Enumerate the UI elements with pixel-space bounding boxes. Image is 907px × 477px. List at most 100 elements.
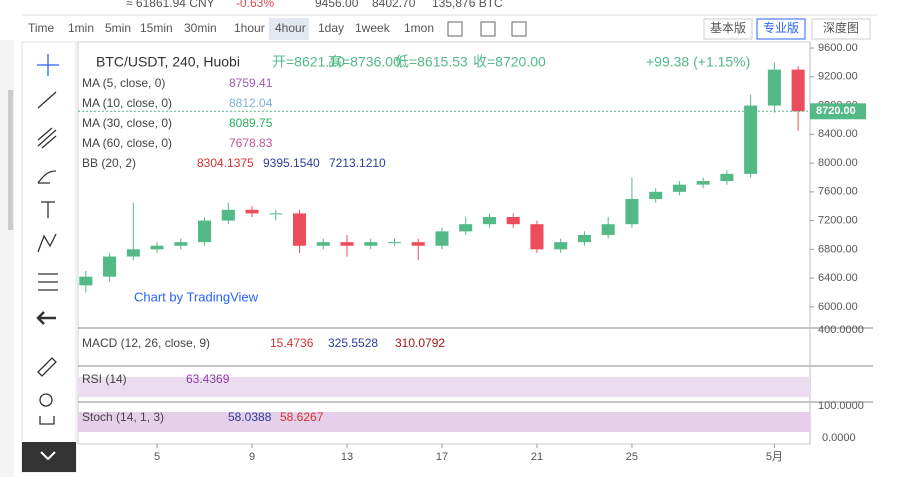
candle-body xyxy=(269,213,283,215)
y-tick-label: 8000.00 xyxy=(818,157,858,169)
indicator-value: 8089.75 xyxy=(229,116,273,130)
indicator-value: 7213.1210 xyxy=(329,156,386,170)
panel-axis-label: 100.0000 xyxy=(818,400,864,412)
candle-body xyxy=(720,173,734,182)
candle-body xyxy=(411,242,425,246)
ohlc-value: 开=8621.10 xyxy=(272,54,345,70)
version-button[interactable] xyxy=(811,18,871,40)
scrollbar[interactable] xyxy=(8,90,13,230)
candle-body xyxy=(696,181,710,185)
y-tick-label: 8400.00 xyxy=(818,128,858,140)
toolbar-icon[interactable] xyxy=(447,21,463,37)
interval[interactable]: 1week xyxy=(355,21,391,35)
interval[interactable]: 5min xyxy=(105,21,131,35)
version-label[interactable]: 深度图 xyxy=(823,20,859,35)
y-tick-label: 6800.00 xyxy=(818,243,858,255)
interval[interactable]: 1min xyxy=(68,21,94,35)
last-price-tag xyxy=(810,103,866,120)
version-button[interactable] xyxy=(756,18,806,40)
interval[interactable]: 1mon xyxy=(404,21,434,35)
volume: 135,876 BTC xyxy=(432,0,503,10)
day-low: 8402.70 xyxy=(372,0,416,10)
tool-icons xyxy=(36,54,59,425)
candle-body xyxy=(198,220,212,243)
stoch-band xyxy=(78,412,810,432)
candle-body xyxy=(577,234,591,243)
panel-value: 58.6267 xyxy=(280,410,324,424)
candle-body xyxy=(459,224,473,232)
interval[interactable]: 30min xyxy=(184,21,217,35)
rsi-band xyxy=(78,377,810,397)
chart-title: BTC/USDT, 240, Huobi xyxy=(96,54,240,70)
candle-body xyxy=(601,224,615,235)
candle-body xyxy=(79,276,93,286)
ohlc-value: 高=8736.00 xyxy=(328,54,401,70)
indicator-value: 8812.04 xyxy=(229,96,273,110)
candle-body xyxy=(482,216,496,225)
tool-panel xyxy=(21,41,77,473)
candle-body xyxy=(625,199,639,225)
version-button[interactable] xyxy=(703,18,753,40)
panel-value: 63.4369 xyxy=(186,372,230,386)
candle-body xyxy=(744,105,758,174)
toolbar: Time 1min 5min 15min 30min 1hour 4hour 1day 1wee… xyxy=(28,18,871,40)
brush-tool[interactable] xyxy=(37,170,57,184)
candle-body xyxy=(150,245,164,250)
x-tick-label: 21 xyxy=(531,451,543,463)
indicator-value: 8759.41 xyxy=(229,76,273,90)
zoom-tool[interactable] xyxy=(39,393,53,407)
panel-name: Stoch (14, 1, 3) xyxy=(82,410,164,424)
y-tick-label: 9200.00 xyxy=(818,71,858,83)
version-label[interactable]: 基本版 xyxy=(710,21,746,35)
x-tick-label: 5 xyxy=(154,451,160,463)
candle-body xyxy=(506,216,520,225)
measure-tool[interactable] xyxy=(38,273,58,291)
indicator-name: MA (60, close, 0) xyxy=(82,136,172,150)
x-tick-label: 25 xyxy=(626,451,638,463)
line-tool[interactable] xyxy=(37,91,57,109)
ohlc-value: +99.38 (+1.15%) xyxy=(646,54,750,70)
toolbar-icon[interactable] xyxy=(480,21,496,37)
back-tool[interactable] xyxy=(36,311,56,325)
candle-body xyxy=(387,242,402,244)
ohlc-value: 收=8720.00 xyxy=(473,54,546,70)
candle-body xyxy=(767,69,781,106)
panel-name: RSI (14) xyxy=(82,372,127,386)
panel-axis-label: 0.0000 xyxy=(822,432,856,444)
candle-body xyxy=(174,242,188,246)
interval[interactable]: 4hour xyxy=(275,21,306,35)
candle-body xyxy=(672,184,686,192)
indicator-value: 8304.1375 xyxy=(197,156,254,170)
candle-body xyxy=(245,209,259,214)
fib-tool[interactable] xyxy=(37,127,57,149)
ohlc-value: 低=8615.53 xyxy=(395,54,468,70)
x-tick-label: 5月 xyxy=(766,451,783,463)
x-tick-label: 13 xyxy=(341,451,353,463)
indicator-name: MA (5, close, 0) xyxy=(82,76,165,90)
text-tool[interactable] xyxy=(41,201,55,218)
interval[interactable]: 1hour xyxy=(234,21,265,35)
indicator-value: 9395.1540 xyxy=(263,156,320,170)
x-tick-label: 17 xyxy=(436,451,448,463)
legend: 开=8621.10高=8736.00低=8615.53 收=8720.00 +99.… xyxy=(82,54,864,444)
indicator-name: MA (30, close, 0) xyxy=(82,116,172,130)
plot: 6000.00 6400.00 6800.00 7200.00 7600.00 8000.… xyxy=(78,42,866,463)
candle-body xyxy=(364,242,378,246)
y-tick-label: 6400.00 xyxy=(818,272,858,284)
interval[interactable]: Time xyxy=(28,21,55,35)
magnet-tool[interactable] xyxy=(39,416,55,425)
indicator-value: 7678.83 xyxy=(229,136,273,150)
crosshair-tool[interactable] xyxy=(37,54,59,76)
interval[interactable]: 15min xyxy=(140,21,173,35)
toolbar-icon[interactable] xyxy=(511,21,527,37)
candle-body xyxy=(292,213,307,246)
interval[interactable]: 1day xyxy=(318,21,344,35)
x-tick-label: 9 xyxy=(249,451,255,463)
version-label[interactable]: 专业版 xyxy=(763,20,799,35)
ruler-tool[interactable] xyxy=(37,357,57,377)
candle-body xyxy=(530,224,544,250)
panel-name: MACD (12, 26, close, 9) xyxy=(82,336,210,350)
pattern-tool[interactable] xyxy=(37,233,57,253)
